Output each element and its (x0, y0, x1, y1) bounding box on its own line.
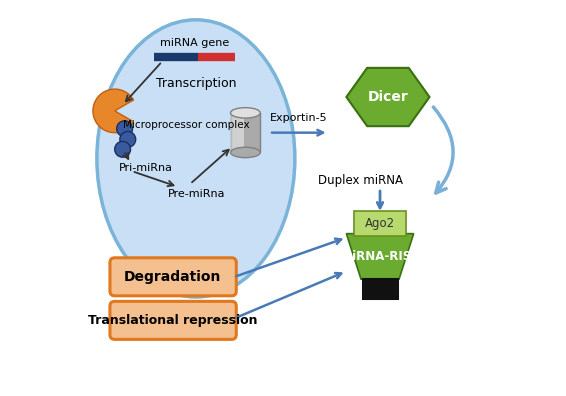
Text: miRNA gene: miRNA gene (160, 38, 230, 48)
FancyBboxPatch shape (230, 113, 260, 152)
Text: Pri-miRna: Pri-miRna (119, 163, 173, 173)
Text: Dicer: Dicer (367, 90, 408, 104)
Polygon shape (346, 234, 414, 279)
Ellipse shape (230, 108, 260, 118)
Ellipse shape (230, 147, 260, 158)
FancyBboxPatch shape (354, 211, 406, 236)
Ellipse shape (97, 20, 295, 297)
Circle shape (120, 131, 136, 147)
FancyBboxPatch shape (110, 258, 236, 296)
Polygon shape (346, 68, 430, 126)
Text: Pre-miRna: Pre-miRna (168, 189, 226, 199)
Circle shape (115, 141, 131, 157)
FancyBboxPatch shape (73, 0, 489, 396)
Text: Exportin-5: Exportin-5 (270, 113, 328, 123)
FancyBboxPatch shape (230, 113, 244, 152)
Text: Ago2: Ago2 (365, 217, 395, 230)
Wedge shape (93, 89, 134, 133)
Text: Microprocessor complex: Microprocessor complex (123, 120, 249, 130)
Text: miRNA-RISC: miRNA-RISC (340, 250, 420, 263)
Circle shape (117, 121, 132, 137)
Text: Transcription: Transcription (156, 77, 236, 89)
Text: Duplex miRNA: Duplex miRNA (318, 174, 403, 187)
Text: Translational repression: Translational repression (88, 314, 258, 327)
FancyBboxPatch shape (110, 301, 236, 339)
FancyArrowPatch shape (434, 107, 453, 193)
Text: Degradation: Degradation (124, 270, 222, 284)
